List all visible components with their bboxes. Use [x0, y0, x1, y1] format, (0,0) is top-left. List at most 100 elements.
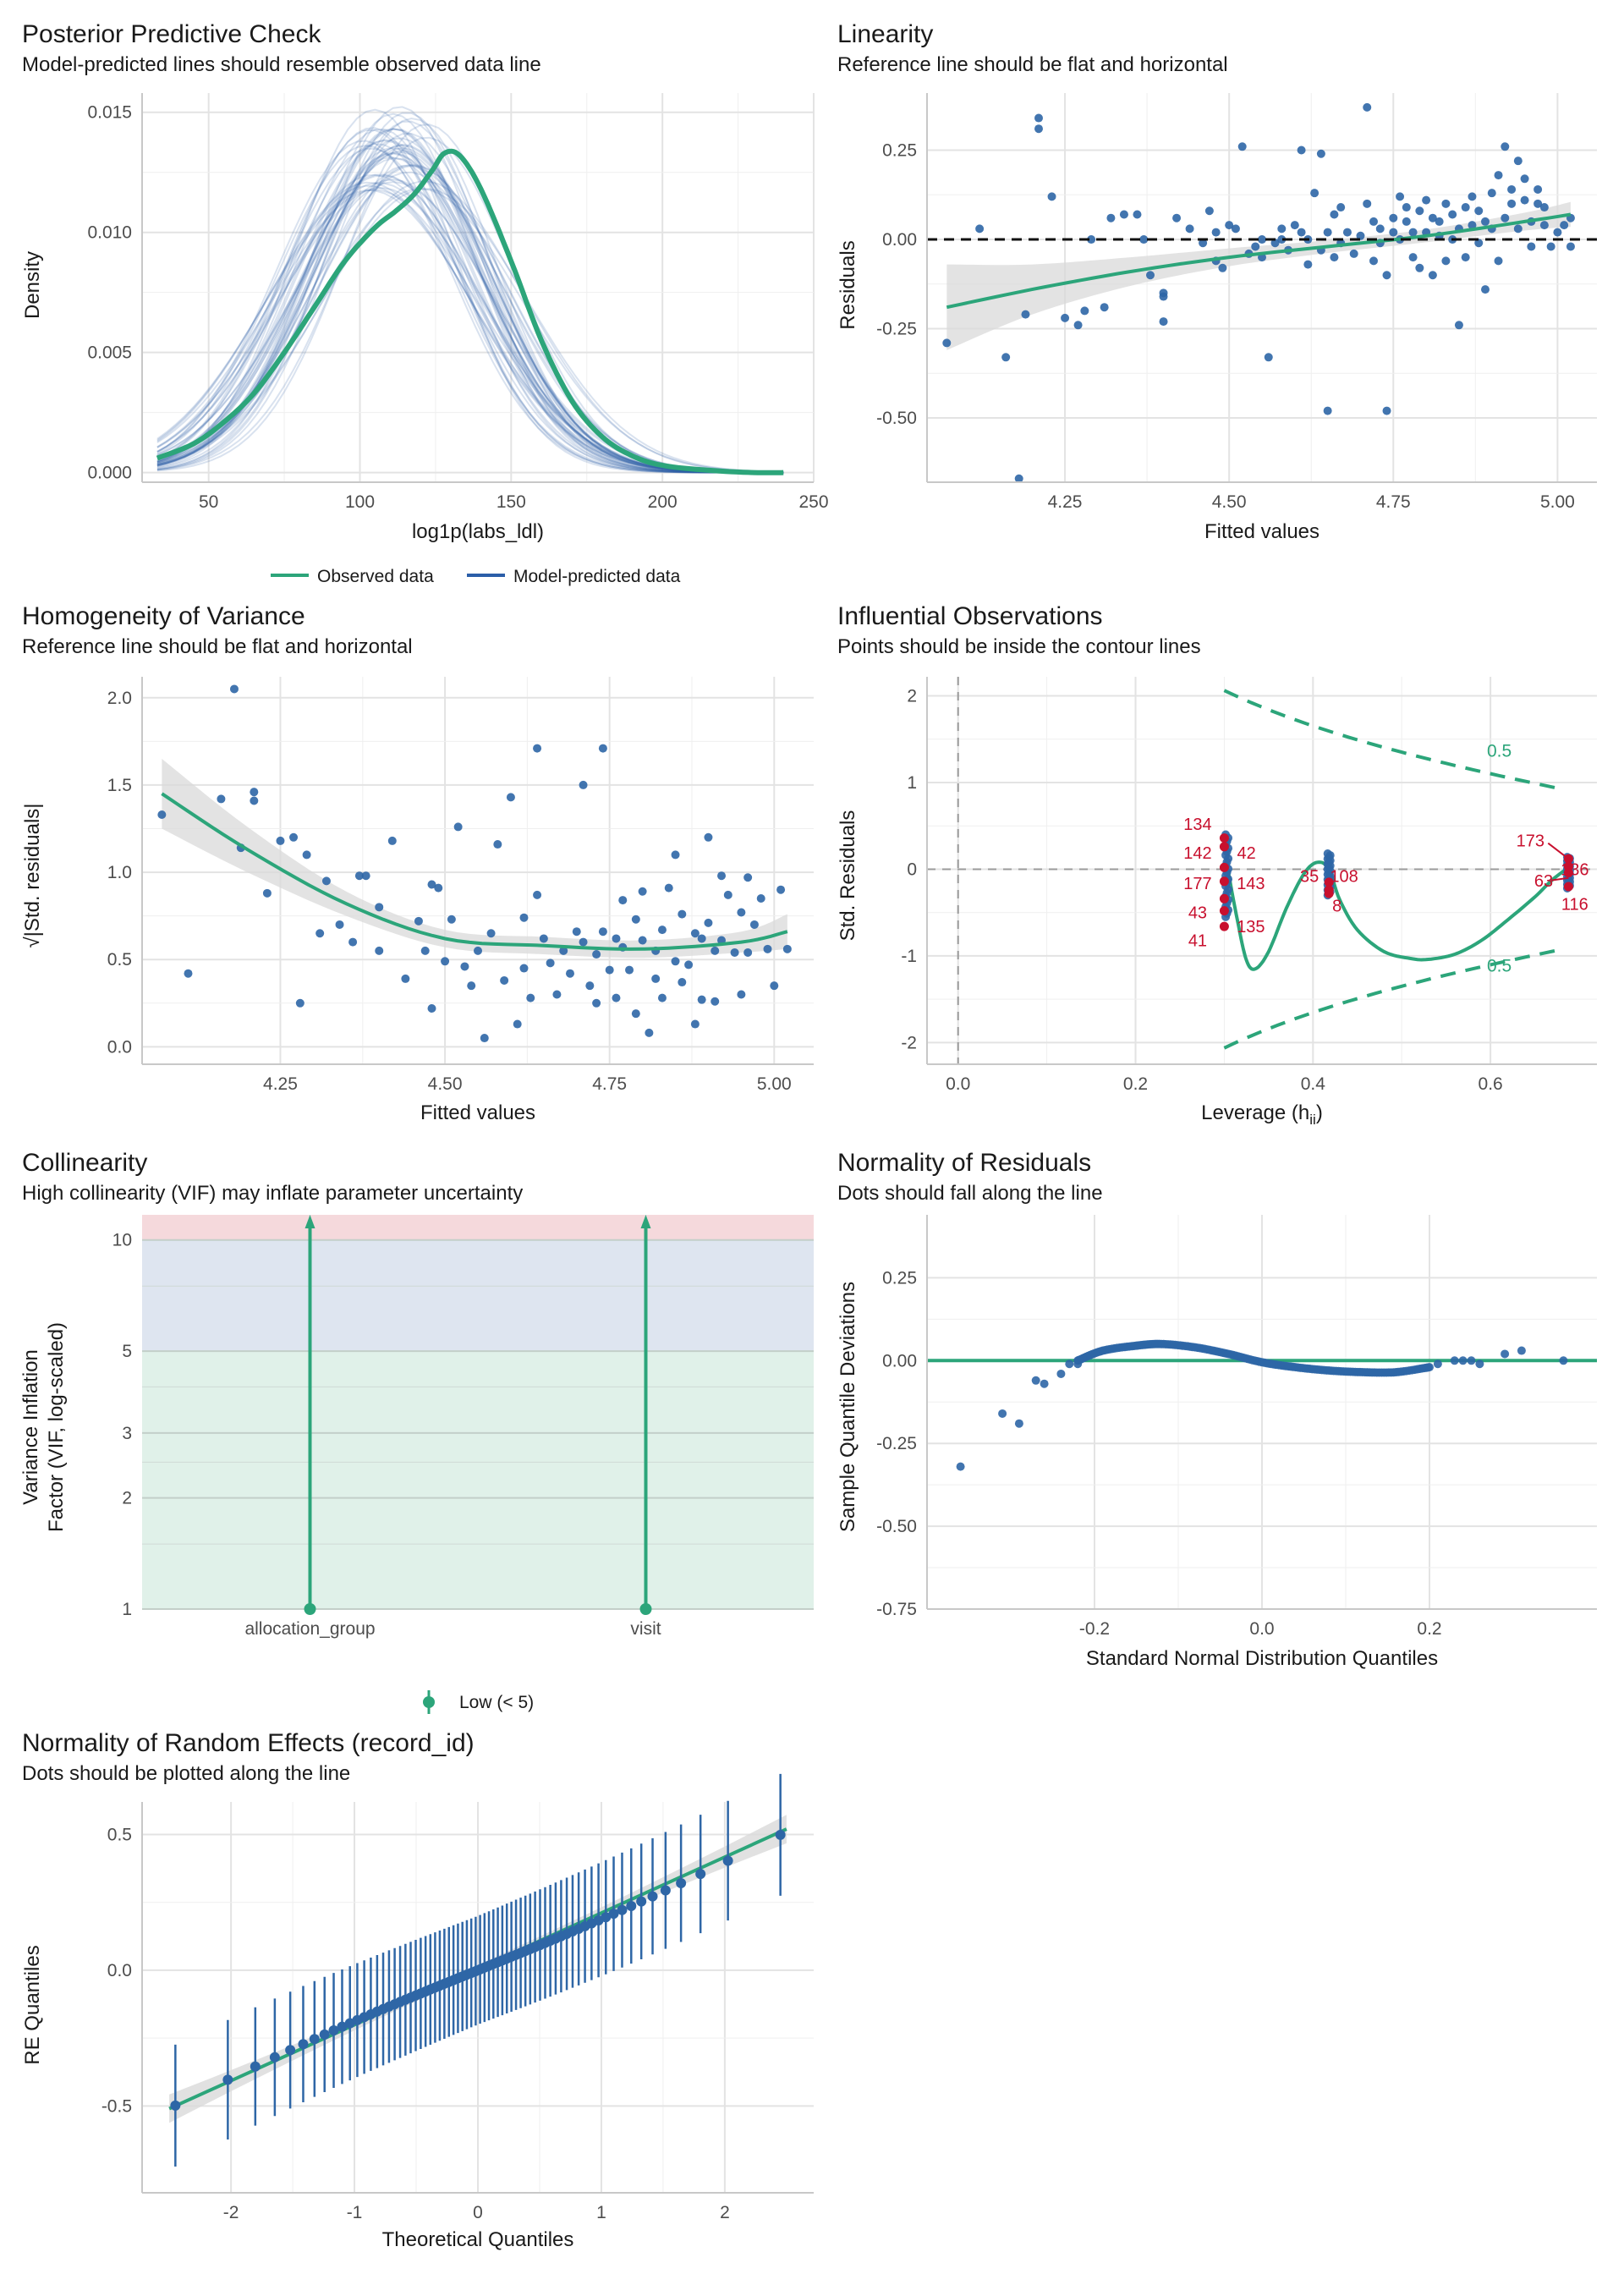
sqrt-residual-point	[546, 958, 555, 968]
vif-subtitle: High collinearity (VIF) may inflate para…	[22, 1182, 523, 1205]
vif-ylabel-line2: Factor (VIF, log-scaled)	[45, 1322, 68, 1532]
y-tick-label: -0.50	[876, 1517, 917, 1536]
observation-label: 136	[1561, 860, 1588, 879]
sqrt-residual-point	[217, 794, 226, 804]
predicted-draw-line	[156, 132, 784, 474]
ppc-ylabel: Density	[21, 251, 44, 319]
residual-point	[1435, 217, 1444, 226]
observation-label: 8	[1332, 897, 1341, 915]
predicted-draw-line	[156, 151, 784, 474]
influential-point	[1219, 833, 1229, 843]
tick-labels: 0.0 0.2 0.4 0.6 -2 -1 0 1 2	[901, 677, 1597, 1094]
residual-point	[1047, 192, 1056, 201]
sqrt-residual-point	[717, 871, 727, 881]
residual-point	[1211, 228, 1221, 237]
predicted-draw-line	[156, 128, 784, 474]
residual-point	[1290, 221, 1299, 230]
contour-label-upper: 0.5	[1487, 741, 1512, 761]
y-tick-label: 1.5	[107, 776, 132, 795]
residual-point	[1014, 474, 1023, 483]
residual-point	[1133, 210, 1142, 219]
sqrt-residual-point	[348, 937, 358, 947]
re-point	[722, 1855, 733, 1866]
residual-point	[1389, 213, 1398, 222]
qq-point	[998, 1409, 1007, 1418]
residual-point	[1448, 210, 1457, 219]
qq-point	[1014, 1419, 1023, 1428]
residual-point	[1566, 242, 1575, 251]
predicted-draw-line	[156, 140, 784, 474]
re-point	[608, 1909, 619, 1920]
re-point	[337, 2021, 348, 2032]
residual-point	[1474, 206, 1484, 216]
sqrt-residual-point	[657, 926, 667, 935]
residual-point	[1323, 228, 1332, 237]
infl-plot: 0.5 0.5 134 142 42 177 143 43 135 41 35 108 8 173 136 6…	[901, 677, 1597, 1094]
sqrt-residual-point	[321, 876, 331, 886]
residual-point	[1146, 271, 1155, 280]
sqrt-residual-point	[441, 957, 450, 966]
sqrt-residual-point	[533, 890, 542, 899]
sqrt-residual-point	[519, 964, 529, 973]
sqrt-residual-point	[664, 883, 673, 893]
x-tick-label: -1	[347, 2203, 363, 2222]
vif-interval-arrow	[640, 1215, 651, 1228]
residual-point	[1539, 221, 1549, 230]
re-point	[601, 1912, 612, 1923]
residual-point	[942, 338, 952, 348]
qq-xlabel: Standard Normal Distribution Quantiles	[1086, 1647, 1438, 1670]
influential-point	[1219, 862, 1229, 872]
residual-point	[1402, 217, 1411, 226]
predicted-draw-line	[156, 147, 784, 474]
residual-point	[1159, 317, 1168, 327]
sqrt-residual-point	[690, 929, 700, 938]
sqrt-residual-point	[605, 965, 614, 975]
qq-point	[1056, 1369, 1066, 1378]
residual-point	[1520, 174, 1529, 184]
ppc-panel: Posterior Predictive Check Model-predict…	[21, 20, 829, 586]
loess-line	[1225, 860, 1570, 971]
legend-low-swatch	[423, 1696, 435, 1708]
sqrt-residual-point	[486, 929, 496, 938]
sqrt-residual-point	[743, 948, 753, 957]
re-panel: Normality of Random Effects (record_id) …	[21, 1729, 814, 2251]
residual-point	[1323, 406, 1332, 415]
sqrt-residual-point	[157, 810, 167, 819]
residual-point	[1546, 242, 1555, 251]
y-tick-label: -0.25	[876, 320, 917, 339]
sqrt-residual-point	[612, 934, 621, 943]
x-tick-label: 200	[648, 492, 678, 512]
residual-point	[1454, 321, 1463, 330]
sqrt-residual-point	[618, 896, 628, 905]
residual-point	[1087, 235, 1096, 244]
observation-label: 42	[1237, 844, 1256, 863]
residual-point	[1100, 303, 1109, 312]
vif-interval-arrow	[304, 1215, 315, 1228]
y-tick-label: 0.00	[882, 1351, 917, 1370]
x-tick-label: allocation_group	[244, 1619, 375, 1639]
vif-zone	[142, 1239, 814, 1352]
qq-subtitle: Dots should fall along the line	[837, 1182, 1103, 1205]
residual-point	[1408, 228, 1418, 237]
residual-point	[1172, 213, 1182, 222]
smooth-line	[946, 212, 1572, 310]
qq-point	[1475, 1359, 1484, 1369]
sqrt-residual-point	[690, 1019, 700, 1029]
grid-lines	[142, 677, 814, 1064]
sqrt-residual-point	[500, 975, 509, 985]
re-point	[298, 2039, 309, 2050]
observation-label: 142	[1183, 844, 1211, 863]
vif-plot: allocation_group visit 1 2 3 5 10	[112, 1215, 814, 1639]
infl-xlabel: Leverage (hii)	[1201, 1101, 1323, 1128]
cook-contour-lower	[1223, 948, 1562, 1050]
sqrt-residual-point	[678, 909, 687, 919]
qq-point	[1031, 1376, 1040, 1385]
predicted-draw-line	[156, 120, 784, 474]
residual-point	[1231, 224, 1240, 233]
sqrt-residual-point	[776, 885, 786, 894]
residual-point	[1021, 310, 1030, 319]
residual-point	[1264, 353, 1273, 362]
x-tick-label: 5.00	[757, 1074, 792, 1094]
residual-point	[1428, 213, 1437, 222]
